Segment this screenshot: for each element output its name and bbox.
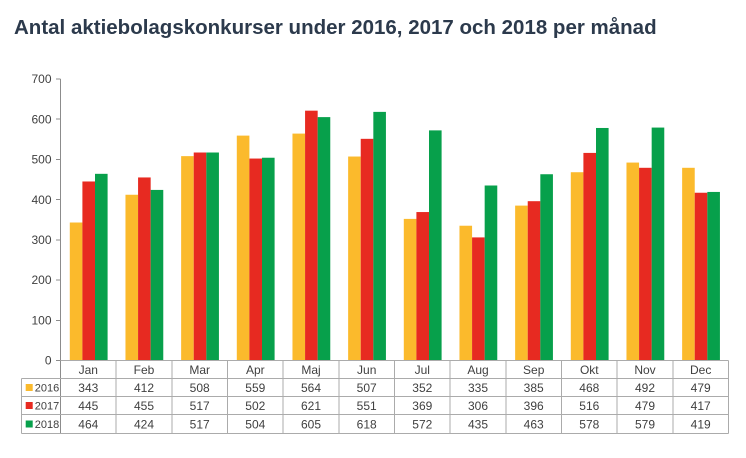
- svg-text:479: 479: [635, 399, 655, 413]
- svg-text:385: 385: [524, 381, 544, 395]
- svg-text:463: 463: [524, 418, 544, 432]
- svg-text:500: 500: [31, 153, 51, 167]
- svg-text:200: 200: [31, 273, 51, 287]
- svg-text:492: 492: [635, 381, 655, 395]
- svg-text:2018: 2018: [35, 419, 59, 431]
- svg-text:Maj: Maj: [301, 363, 320, 377]
- svg-text:343: 343: [78, 381, 98, 395]
- svg-text:564: 564: [301, 381, 321, 395]
- svg-text:551: 551: [357, 399, 377, 413]
- svg-text:Jul: Jul: [415, 363, 430, 377]
- svg-text:Mar: Mar: [189, 363, 210, 377]
- svg-text:504: 504: [245, 418, 265, 432]
- svg-text:479: 479: [691, 381, 711, 395]
- svg-text:417: 417: [691, 399, 711, 413]
- svg-text:424: 424: [134, 418, 154, 432]
- svg-text:2016: 2016: [35, 383, 59, 395]
- svg-text:300: 300: [31, 233, 51, 247]
- svg-text:419: 419: [691, 418, 711, 432]
- svg-text:Apr: Apr: [246, 363, 265, 377]
- svg-text:400: 400: [31, 193, 51, 207]
- svg-text:445: 445: [78, 399, 98, 413]
- svg-text:502: 502: [245, 399, 265, 413]
- svg-text:455: 455: [134, 399, 154, 413]
- svg-text:369: 369: [412, 399, 432, 413]
- svg-text:507: 507: [357, 381, 377, 395]
- svg-text:100: 100: [31, 314, 51, 328]
- svg-text:435: 435: [468, 418, 488, 432]
- svg-text:517: 517: [190, 418, 210, 432]
- svg-text:412: 412: [134, 381, 154, 395]
- svg-text:517: 517: [190, 399, 210, 413]
- svg-text:516: 516: [579, 399, 599, 413]
- svg-text:600: 600: [31, 112, 51, 126]
- svg-text:Antal aktiebolagskonkurser und: Antal aktiebolagskonkurser under 2016, 2…: [14, 16, 657, 39]
- svg-text:621: 621: [301, 399, 321, 413]
- svg-text:508: 508: [190, 381, 210, 395]
- svg-text:306: 306: [468, 399, 488, 413]
- svg-text:468: 468: [579, 381, 599, 395]
- svg-text:Nov: Nov: [634, 363, 655, 377]
- svg-text:Jan: Jan: [79, 363, 98, 377]
- svg-text:559: 559: [245, 381, 265, 395]
- svg-text:352: 352: [412, 381, 432, 395]
- svg-text:700: 700: [31, 72, 51, 86]
- svg-text:2017: 2017: [35, 401, 59, 413]
- svg-text:Sep: Sep: [523, 363, 545, 377]
- svg-text:396: 396: [524, 399, 544, 413]
- svg-text:618: 618: [357, 418, 377, 432]
- svg-text:Jun: Jun: [357, 363, 376, 377]
- svg-text:335: 335: [468, 381, 488, 395]
- svg-text:578: 578: [579, 418, 599, 432]
- svg-text:Okt: Okt: [580, 363, 599, 377]
- svg-text:Feb: Feb: [134, 363, 155, 377]
- svg-text:572: 572: [412, 418, 432, 432]
- svg-text:579: 579: [635, 418, 655, 432]
- svg-text:Aug: Aug: [467, 363, 488, 377]
- svg-text:0: 0: [45, 354, 52, 368]
- svg-text:605: 605: [301, 418, 321, 432]
- svg-text:464: 464: [78, 418, 98, 432]
- svg-text:Dec: Dec: [690, 363, 711, 377]
